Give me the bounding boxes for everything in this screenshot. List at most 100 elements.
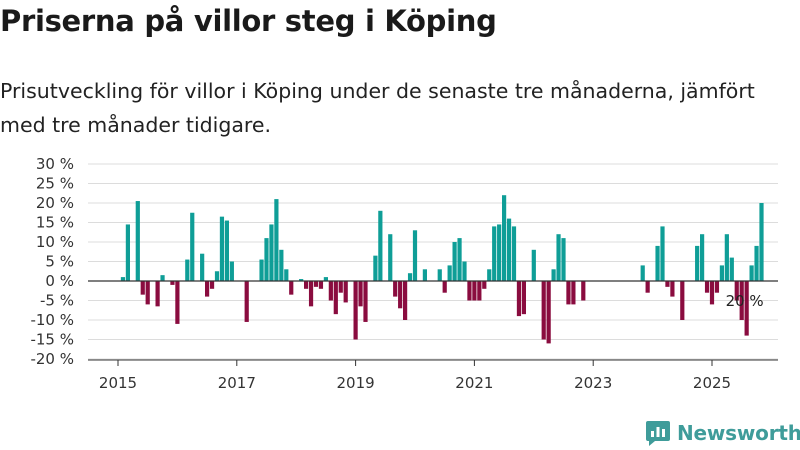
bar-2017-11 — [284, 269, 289, 281]
bar-2016-04 — [190, 212, 195, 281]
y-tick-label: 10 % — [36, 233, 74, 251]
x-axis-ticks: 2015 2017 2019 2021 2023 2025 — [99, 360, 731, 392]
bar-2015-07 — [145, 281, 150, 305]
bar-2021-01 — [472, 281, 477, 301]
bar-2016-08 — [209, 281, 215, 289]
bar-2023-11 — [640, 265, 645, 281]
page-title: Priserna på villor steg i Köping — [0, 4, 497, 38]
bar-2025-04 — [724, 234, 729, 281]
bar-2020-10 — [457, 238, 462, 281]
bar-2017-12 — [289, 281, 294, 295]
bar-2020-03 — [422, 269, 427, 281]
y-tick-label: 20 % — [36, 194, 74, 212]
bar-2018-07 — [323, 277, 328, 281]
x-tick-label: 2015 — [99, 374, 137, 392]
bar-undefined — [754, 245, 759, 281]
bar-2019-03 — [363, 281, 368, 322]
bar-2019-11 — [403, 281, 408, 320]
bar-2023-12 — [645, 281, 650, 293]
bar-2021-07 — [502, 195, 507, 281]
bar-2017-07 — [264, 238, 269, 281]
bar-2024-12 — [704, 281, 710, 293]
bar-2016-11 — [224, 220, 229, 281]
y-tick-label: -10 % — [30, 311, 74, 329]
y-tick-label: 0 % — [45, 272, 74, 290]
x-tick-label: 2019 — [337, 374, 375, 392]
bar-2021-08 — [506, 218, 512, 281]
bar-2018-04 — [308, 281, 314, 307]
bar-2021-11 — [521, 281, 526, 315]
bar-2018-10 — [338, 281, 343, 293]
bar-2019-09 — [393, 281, 398, 297]
bar-2019-10 — [398, 281, 403, 309]
bar-2020-11 — [462, 261, 467, 281]
bar-undefined — [759, 203, 764, 281]
bar-2016-12 — [229, 261, 234, 281]
bar-2015-10 — [160, 275, 165, 281]
bar-2024-02 — [655, 245, 660, 281]
bar-2016-07 — [205, 281, 210, 297]
bar-2022-06 — [556, 234, 561, 281]
bar-2020-12 — [467, 281, 472, 301]
newsworthy-logo: Newsworthy — [645, 418, 800, 448]
bar-chart: 30 %25 %20 %15 %10 %5 %0 %-5 %-10 %-15 %… — [30, 155, 778, 392]
bar-2020-08 — [447, 265, 452, 281]
bar-2021-02 — [477, 281, 482, 301]
bar-2019-06 — [378, 210, 383, 281]
bar-2015-02 — [120, 277, 126, 281]
bar-2024-11 — [700, 234, 705, 281]
x-tick-label: 2025 — [693, 374, 731, 392]
bar-2025-02 — [714, 281, 720, 293]
bar-2018-11 — [343, 281, 348, 303]
last-value-annotation: 20 % — [726, 292, 764, 310]
bar-2018-03 — [304, 281, 309, 289]
bar-2019-01 — [353, 281, 358, 340]
bar-2025-05 — [729, 257, 734, 281]
bar-2018-08 — [328, 281, 333, 301]
bar-2024-03 — [660, 226, 665, 281]
bar-2019-02 — [358, 281, 363, 307]
bar-2020-07 — [442, 281, 447, 293]
bar-2017-03 — [244, 281, 249, 322]
bar-2015-12 — [170, 281, 175, 285]
bar-2025-01 — [709, 281, 715, 305]
bar-2022-08 — [566, 281, 571, 305]
bar-2022-04 — [546, 281, 551, 344]
bar-2016-09 — [214, 271, 220, 281]
bar-2025-07 — [739, 281, 744, 320]
bar-2024-04 — [665, 281, 670, 287]
bar-2019-05 — [373, 255, 378, 281]
y-tick-label: -20 % — [30, 350, 74, 368]
bar-2025-03 — [719, 265, 724, 281]
bar-2021-10 — [516, 281, 522, 317]
y-tick-label: -15 % — [30, 331, 74, 349]
bar-2024-10 — [695, 245, 700, 281]
bar-2020-01 — [412, 230, 418, 281]
bar-2022-01 — [531, 249, 536, 281]
newsworthy-logo-text: Newsworthy — [677, 421, 800, 445]
bar-2018-05 — [313, 281, 319, 287]
bar-2018-02 — [299, 279, 304, 281]
chart-bars — [120, 195, 764, 344]
y-axis-tick-labels: 30 % 25 %20 % 15 %10 % 5 %0 % -5 %-10 % -15 %… — [30, 155, 74, 368]
bar-2018-06 — [318, 281, 324, 289]
bar-2022-05 — [551, 269, 556, 281]
bar-2018-09 — [333, 281, 338, 315]
y-tick-label: 25 % — [36, 175, 74, 193]
bar-2021-04 — [487, 269, 492, 281]
page-subtitle: Prisutveckling för villor i Köping under… — [0, 79, 755, 137]
bar-2021-09 — [511, 226, 517, 281]
bar-2025-06 — [734, 281, 739, 301]
newsworthy-logo-icon — [646, 421, 670, 446]
bar-2016-01 — [175, 281, 180, 324]
bar-2019-12 — [407, 273, 413, 281]
bar-2017-06 — [259, 259, 264, 281]
bar-2022-11 — [581, 281, 586, 301]
bar-2022-09 — [571, 281, 576, 305]
bar-2016-03 — [185, 259, 190, 281]
bar-undefined — [749, 265, 754, 281]
bar-2022-03 — [541, 281, 546, 340]
bar-2020-09 — [452, 242, 457, 281]
x-tick-label: 2021 — [455, 374, 493, 392]
y-tick-label: 5 % — [45, 253, 74, 271]
